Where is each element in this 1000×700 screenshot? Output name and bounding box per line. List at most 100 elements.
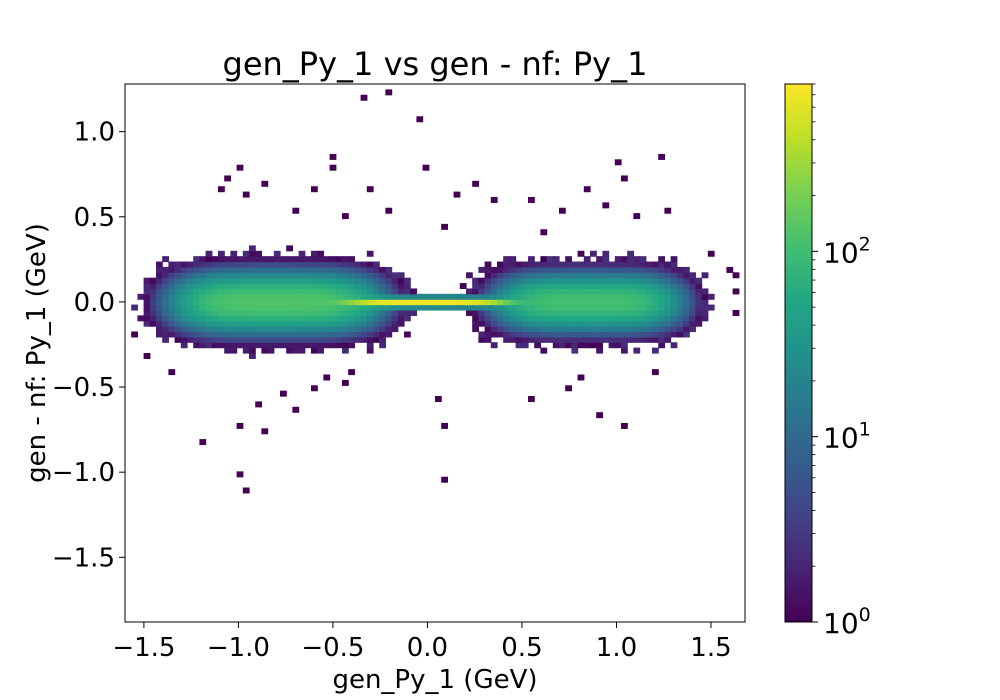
histogram-bin	[552, 277, 560, 284]
x-tick-label: −1.5	[112, 633, 175, 663]
histogram-bin	[490, 309, 498, 316]
histogram-bin	[701, 272, 709, 279]
histogram-bin	[317, 299, 324, 306]
histogram-bin	[187, 277, 194, 284]
histogram-bin	[658, 288, 665, 295]
histogram-bin	[546, 283, 554, 290]
histogram-bin	[490, 320, 498, 327]
histogram-bin	[286, 336, 293, 343]
histogram-bin	[664, 309, 672, 316]
histogram-bin	[280, 336, 287, 343]
histogram-bin	[267, 266, 275, 273]
histogram-bin	[633, 277, 641, 284]
histogram-bin	[149, 320, 157, 327]
histogram-bin	[627, 288, 634, 295]
histogram-bin	[211, 320, 219, 327]
histogram-bin	[193, 256, 200, 263]
histogram-bin	[540, 266, 548, 273]
histogram-bin	[168, 283, 176, 290]
histogram-bin	[652, 261, 659, 268]
histogram-bin	[348, 256, 355, 263]
histogram-bin	[441, 299, 448, 306]
histogram-bin	[323, 342, 331, 349]
histogram-bin	[323, 277, 331, 284]
histogram-bin	[156, 315, 163, 322]
histogram-bin	[156, 299, 163, 306]
histogram-bin	[466, 299, 473, 306]
histogram-bin	[497, 315, 504, 322]
histogram-bin	[360, 293, 368, 300]
histogram-bin	[218, 299, 225, 306]
histogram-bin	[509, 272, 517, 279]
histogram-bin	[633, 336, 641, 343]
histogram-bin	[484, 293, 492, 300]
histogram-bin	[503, 283, 510, 290]
histogram-bin	[286, 261, 293, 268]
histogram-bin	[590, 261, 597, 268]
histogram-bin	[174, 277, 182, 284]
histogram-bin	[255, 266, 262, 273]
histogram-bin	[168, 309, 176, 316]
histogram-bin	[515, 315, 523, 322]
histogram-bin	[261, 309, 269, 316]
histogram-bin	[379, 315, 386, 322]
histogram-bin	[391, 309, 399, 316]
histogram-bin	[323, 309, 331, 316]
histogram-bin	[540, 261, 548, 268]
histogram-bin	[577, 374, 585, 381]
histogram-bin	[280, 326, 287, 333]
histogram-bin	[521, 320, 529, 327]
histogram-bin	[664, 266, 672, 273]
histogram-bin	[689, 277, 696, 284]
histogram-bin	[379, 299, 386, 306]
histogram-bin	[503, 272, 510, 279]
histogram-bin	[224, 326, 231, 333]
histogram-bin	[230, 347, 238, 354]
histogram-bin	[348, 272, 355, 279]
histogram-bin	[286, 320, 293, 327]
histogram-bin	[249, 293, 256, 300]
histogram-bin	[335, 277, 343, 284]
histogram-bin	[658, 315, 665, 322]
histogram-bin	[614, 331, 622, 338]
histogram-bin	[354, 261, 362, 268]
histogram-bin	[242, 288, 250, 295]
histogram-bin	[546, 266, 554, 273]
histogram-bin	[565, 309, 572, 316]
histogram-bin	[590, 336, 597, 343]
histogram-bin	[329, 331, 337, 338]
histogram-bin	[534, 272, 541, 279]
histogram-bin	[534, 326, 541, 333]
histogram-bin	[404, 309, 411, 316]
histogram-bin	[534, 331, 541, 338]
histogram-bin	[211, 315, 219, 322]
histogram-bin	[441, 476, 448, 483]
histogram-bin	[156, 277, 163, 284]
histogram-bin	[292, 272, 300, 279]
histogram-bin	[292, 347, 300, 354]
histogram-bin	[162, 272, 169, 279]
histogram-bin	[490, 283, 498, 290]
histogram-bin	[211, 261, 219, 268]
histogram-bin	[236, 261, 244, 268]
histogram-bin	[590, 299, 597, 306]
histogram-bin	[658, 277, 665, 284]
histogram-bin	[546, 309, 554, 316]
histogram-bin	[602, 320, 610, 327]
histogram-bin	[484, 304, 492, 311]
histogram-bin	[230, 293, 238, 300]
histogram-bin	[267, 309, 275, 316]
histogram-bin	[503, 320, 510, 327]
histogram-bin	[707, 293, 715, 300]
histogram-bin	[236, 277, 244, 284]
histogram-bin	[342, 256, 349, 263]
histogram-bin	[497, 331, 504, 338]
x-tick-label: 0.5	[501, 633, 542, 663]
histogram-bin	[614, 309, 622, 316]
histogram-bin	[509, 336, 517, 343]
histogram-bin	[472, 288, 479, 295]
histogram-bin	[224, 266, 231, 273]
histogram-bin	[590, 283, 597, 290]
histogram-bin	[205, 315, 213, 322]
histogram-bin	[422, 299, 430, 306]
